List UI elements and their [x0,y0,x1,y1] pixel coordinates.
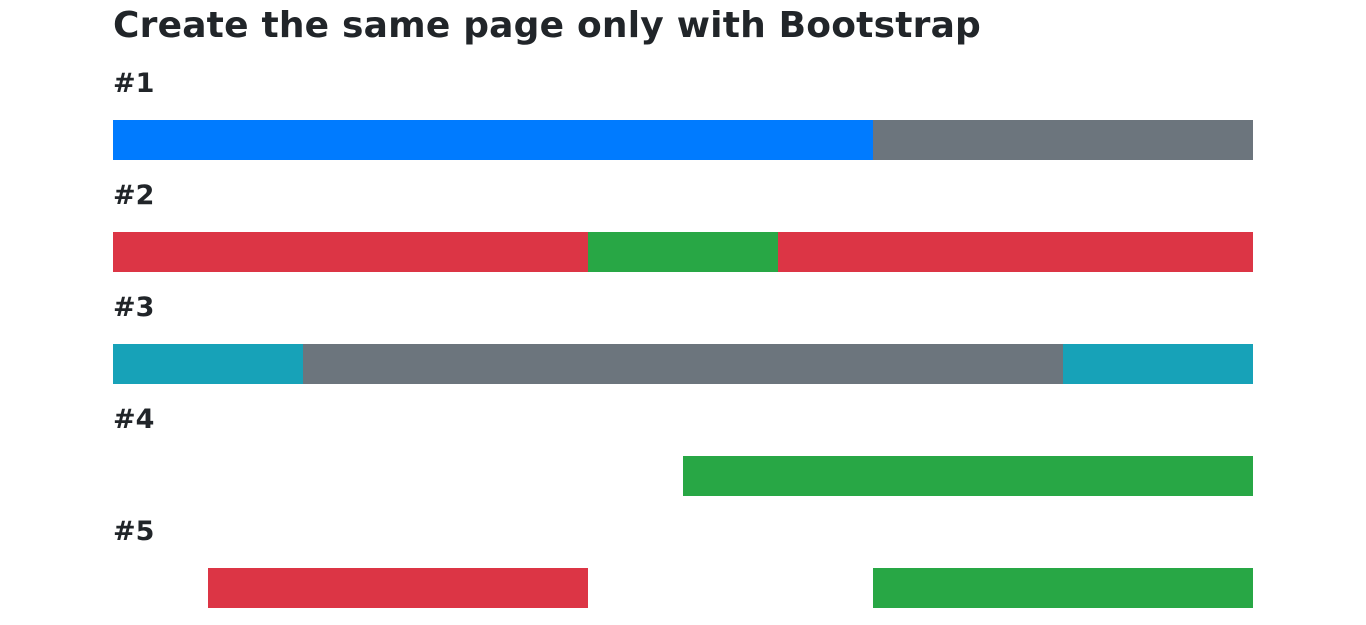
section-3-block-2 [303,344,1063,384]
section-label-3: #3 [113,292,155,323]
section-row-4 [113,456,1253,496]
section-2-block-2 [588,232,778,272]
section-label-1: #1 [113,68,155,99]
section-row-2 [113,232,1253,272]
section-label-2: #2 [113,180,155,211]
section-3-block-1 [113,344,303,384]
section-4-block-1 [683,456,1253,496]
section-2-block-3 [778,232,1253,272]
page-title: Create the same page only with Bootstrap [113,5,982,46]
section-2-block-1 [113,232,588,272]
section-row-3 [113,344,1253,384]
section-5-block-2 [873,568,1253,608]
section-label-5: #5 [113,516,155,547]
section-1-block-1 [113,120,873,160]
section-row-5 [113,568,1253,608]
section-label-4: #4 [113,404,155,435]
section-1-block-2 [873,120,1253,160]
section-row-1 [113,120,1253,160]
section-5-block-1 [208,568,588,608]
section-3-block-3 [1063,344,1253,384]
